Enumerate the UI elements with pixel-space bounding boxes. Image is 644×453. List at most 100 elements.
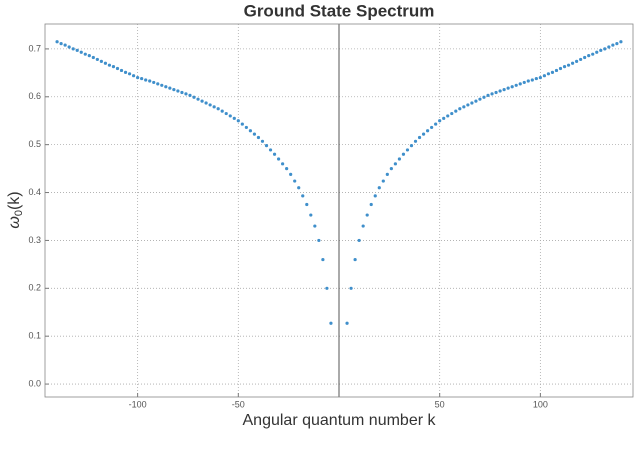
point [152,80,156,85]
point [389,167,393,171]
point [103,61,108,65]
point [498,89,502,93]
point [434,122,438,126]
point [164,85,168,89]
point [196,97,200,101]
point [313,224,317,228]
point [325,286,329,290]
x-tick-label: 100 [533,399,548,409]
point [377,186,381,190]
point [289,172,293,176]
point [148,79,152,83]
point [554,68,559,73]
y-label-rest: (k) [6,191,23,210]
point [421,132,426,136]
point [75,48,79,52]
point [587,54,591,58]
point [200,99,204,103]
point [575,59,579,63]
y-label-sub: 0 [13,210,25,216]
point [168,86,172,90]
point [397,157,402,161]
point [454,109,458,113]
plot-frame [44,23,634,398]
point [176,89,180,93]
plot-area: 0.0 0.1 0.2 0.3 0.4 0.5 0.6 0.7 -100 -50 50 100 [28,23,634,409]
x-axis-label: Angular quantum number k [243,412,437,429]
point [438,119,442,123]
point [99,59,103,63]
point [349,286,353,290]
point [115,66,120,71]
point [381,179,385,183]
y-tick-label: 0.7 [28,43,41,53]
point [514,83,518,87]
point [119,68,124,73]
point [132,74,136,78]
point [373,194,377,198]
point [184,92,188,96]
point [393,162,397,166]
y-axis-label: ω0(k) [6,191,25,228]
point [526,79,530,83]
point [317,238,321,243]
x-tick-label: 50 [435,399,445,409]
point [538,76,542,80]
point [276,157,281,161]
point [450,111,454,116]
point [293,179,297,183]
point [490,92,494,96]
point [365,213,369,217]
point [502,87,506,92]
point [401,152,406,156]
point [264,144,269,148]
point [413,139,418,143]
point [244,125,248,130]
point [385,172,389,176]
point [603,47,607,51]
point [140,76,144,81]
y-tick-label: 0.1 [28,331,41,341]
point [458,107,462,111]
point [144,78,148,82]
point [95,57,99,62]
point [59,42,63,46]
x-tick-label: -100 [129,399,147,409]
y-tick-label: 0.0 [28,378,41,388]
point [462,105,466,109]
point [136,76,140,80]
point [79,50,83,54]
point [212,105,216,109]
point [248,129,252,133]
point [474,99,478,103]
point [305,202,309,207]
point [192,95,196,99]
point [345,321,349,325]
point [87,54,91,58]
y-label-base: ω [6,216,23,228]
point [216,107,220,111]
point [510,85,514,89]
point [240,122,244,126]
point [583,55,587,60]
point [494,90,498,95]
point [405,148,410,152]
point [329,321,333,325]
point [566,63,571,67]
chart-title: Ground State Spectrum [244,1,435,20]
point [91,55,95,60]
point [224,111,228,116]
point [281,162,285,166]
point [236,119,240,123]
point [208,103,212,107]
point [550,70,555,74]
point [599,48,603,52]
point [232,116,236,120]
point [570,61,575,65]
point [252,132,257,136]
point [558,66,563,71]
point [446,114,450,118]
point [522,80,526,85]
point [160,83,164,87]
